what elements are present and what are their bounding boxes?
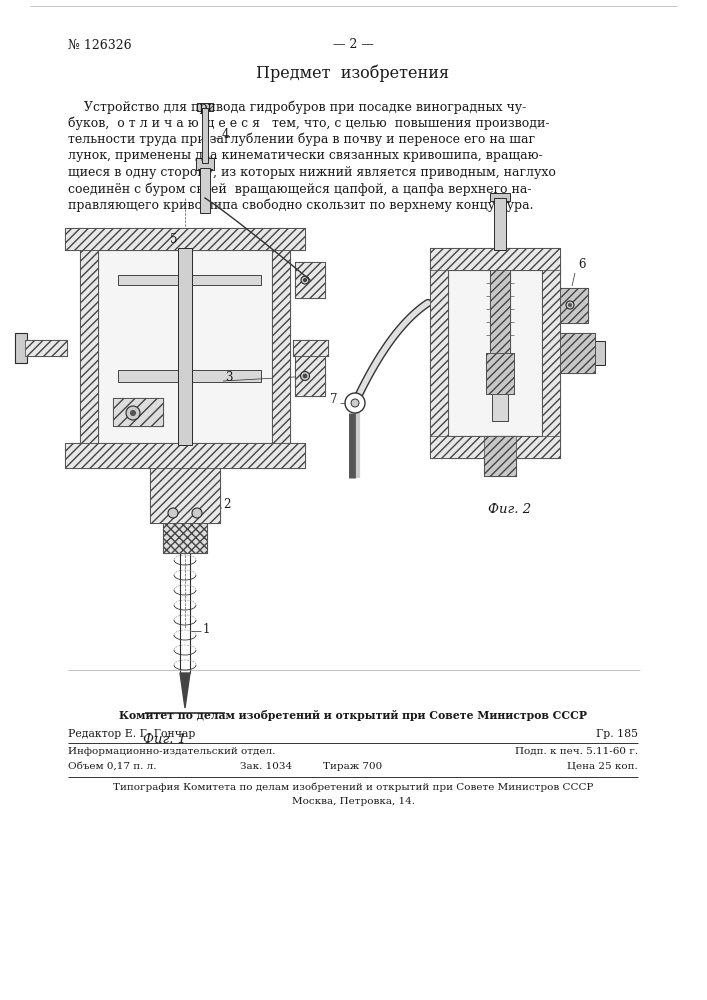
Bar bbox=[595, 341, 605, 365]
Circle shape bbox=[192, 508, 202, 518]
Text: Информационно-издательский отдел.: Информационно-издательский отдел. bbox=[68, 747, 275, 756]
Text: тельности труда при заглублении бура в почву и переносе его на шаг: тельности труда при заглублении бура в п… bbox=[68, 133, 535, 146]
Bar bbox=[430, 436, 560, 458]
Bar bbox=[65, 228, 305, 250]
Text: 2: 2 bbox=[223, 498, 230, 511]
Bar bbox=[542, 268, 560, 438]
Bar bbox=[486, 353, 514, 394]
Text: щиеся в одну сторону, из которых нижний является приводным, наглухо: щиеся в одну сторону, из которых нижний … bbox=[68, 166, 556, 179]
Bar bbox=[542, 268, 560, 438]
Bar bbox=[197, 103, 213, 111]
Bar bbox=[98, 250, 272, 443]
Bar bbox=[293, 340, 328, 356]
Bar bbox=[490, 270, 510, 353]
Bar bbox=[25, 340, 67, 356]
Text: Редактор Е. Г. Гончар: Редактор Е. Г. Гончар bbox=[68, 729, 195, 739]
Bar bbox=[150, 468, 220, 523]
Circle shape bbox=[303, 374, 307, 378]
Text: Зак. 1034: Зак. 1034 bbox=[240, 762, 292, 771]
Bar bbox=[178, 248, 192, 445]
Text: Типография Комитета по делам изобретений и открытий при Совете Министров СССР: Типография Комитета по делам изобретений… bbox=[113, 782, 593, 792]
Bar bbox=[490, 270, 510, 353]
Text: 5: 5 bbox=[170, 233, 177, 246]
Circle shape bbox=[351, 399, 359, 407]
Text: Цена 25 коп.: Цена 25 коп. bbox=[567, 762, 638, 771]
Bar bbox=[65, 228, 305, 250]
Bar bbox=[430, 436, 560, 458]
Bar bbox=[25, 340, 67, 356]
Bar bbox=[430, 268, 448, 438]
Bar bbox=[430, 248, 560, 270]
Bar bbox=[486, 353, 514, 394]
Bar bbox=[163, 523, 207, 553]
Text: Предмет  изобретения: Предмет изобретения bbox=[257, 64, 450, 82]
Text: 7: 7 bbox=[330, 393, 337, 406]
Bar bbox=[272, 250, 290, 443]
Text: соединён с буром своей  вращающейся цапфой, а цапфа верхнего на-: соединён с буром своей вращающейся цапфо… bbox=[68, 182, 532, 196]
Circle shape bbox=[168, 508, 178, 518]
Polygon shape bbox=[180, 673, 190, 708]
Bar bbox=[202, 108, 208, 163]
Bar bbox=[15, 333, 27, 363]
Text: Москва, Петровка, 14.: Москва, Петровка, 14. bbox=[291, 797, 414, 806]
Text: Фиг. 2: Фиг. 2 bbox=[489, 503, 532, 516]
Circle shape bbox=[303, 278, 307, 282]
Bar bbox=[494, 198, 506, 250]
Bar bbox=[80, 250, 98, 443]
Bar bbox=[80, 250, 98, 443]
Text: 1: 1 bbox=[203, 623, 211, 636]
Bar bbox=[484, 436, 516, 476]
Bar bbox=[295, 356, 325, 396]
Circle shape bbox=[126, 406, 140, 420]
Bar bbox=[448, 270, 542, 436]
Circle shape bbox=[301, 276, 309, 284]
Text: Подп. к печ. 5.11-60 г.: Подп. к печ. 5.11-60 г. bbox=[515, 747, 638, 756]
Bar bbox=[272, 250, 290, 443]
Bar bbox=[113, 398, 163, 426]
Bar bbox=[113, 398, 163, 426]
Circle shape bbox=[300, 371, 310, 380]
Bar bbox=[295, 262, 325, 298]
Bar bbox=[163, 523, 207, 553]
Text: правляющего кривошипа свободно скользит по верхнему концу бура.: правляющего кривошипа свободно скользит … bbox=[68, 199, 534, 213]
Text: Комитет по делам изобретений и открытий при Совете Министров СССР: Комитет по делам изобретений и открытий … bbox=[119, 710, 587, 721]
Circle shape bbox=[566, 301, 574, 309]
Bar bbox=[560, 333, 595, 373]
Circle shape bbox=[568, 304, 571, 306]
Bar bbox=[560, 288, 588, 323]
Text: 6: 6 bbox=[578, 258, 585, 271]
Text: буков,  о т л и ч а ю щ е е с я   тем, что, с целью  повышения производи-: буков, о т л и ч а ю щ е е с я тем, что,… bbox=[68, 116, 549, 130]
Text: 4: 4 bbox=[222, 128, 230, 141]
Bar bbox=[293, 340, 328, 356]
Bar bbox=[65, 443, 305, 468]
Circle shape bbox=[131, 410, 136, 416]
Text: — 2 —: — 2 — bbox=[332, 38, 373, 51]
Bar bbox=[430, 248, 560, 270]
Text: Гр. 185: Гр. 185 bbox=[596, 729, 638, 739]
Bar bbox=[560, 288, 588, 323]
Bar bbox=[196, 158, 214, 170]
Bar bbox=[490, 193, 510, 201]
Bar bbox=[484, 436, 516, 476]
Bar bbox=[118, 370, 261, 382]
Bar bbox=[430, 268, 448, 438]
Bar bbox=[200, 168, 210, 213]
Text: лунок, применены два кинематически связанных кривошипа, вращаю-: лунок, применены два кинематически связа… bbox=[68, 149, 543, 162]
Text: Устройство для привода гидробуров при посадке виноградных чу-: Устройство для привода гидробуров при по… bbox=[68, 100, 526, 113]
Bar bbox=[65, 443, 305, 468]
Bar bbox=[560, 333, 595, 373]
Circle shape bbox=[345, 393, 365, 413]
Text: Фиг. 1: Фиг. 1 bbox=[144, 733, 187, 746]
Bar bbox=[295, 262, 325, 298]
Text: № 126326: № 126326 bbox=[68, 38, 132, 51]
Bar bbox=[118, 275, 261, 285]
Bar bbox=[164, 468, 206, 523]
Text: Объем 0,17 п. л.: Объем 0,17 п. л. bbox=[68, 762, 156, 771]
Bar bbox=[150, 468, 220, 523]
Text: 3: 3 bbox=[225, 371, 233, 384]
Bar bbox=[295, 356, 325, 396]
Text: Тираж 700: Тираж 700 bbox=[323, 762, 382, 771]
Bar bbox=[492, 394, 508, 421]
